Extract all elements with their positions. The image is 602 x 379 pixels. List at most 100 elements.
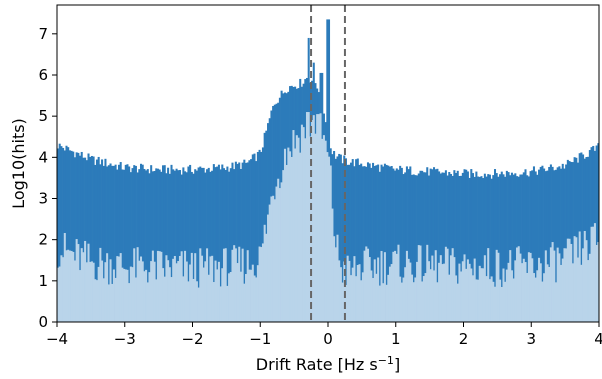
histogram-bar [587, 156, 590, 322]
histogram-bar [172, 169, 175, 322]
histogram-bar [173, 170, 176, 322]
histogram-bar [256, 265, 259, 322]
histogram-bar [336, 234, 339, 322]
histogram-bar [529, 171, 532, 322]
histogram-bar [248, 269, 251, 322]
histogram-bar [278, 188, 281, 322]
histogram-bar [419, 245, 422, 322]
x-axis-label-superscript: −1 [378, 354, 394, 367]
histogram-bar [370, 167, 373, 322]
histogram-bar [441, 264, 444, 322]
histogram-bar [549, 247, 552, 322]
x-tick-label: −2 [181, 330, 203, 348]
histogram-bar [214, 260, 217, 322]
histogram-bar [256, 151, 259, 322]
histogram-bar [361, 166, 364, 322]
histogram-bar [385, 164, 388, 322]
histogram-bar [146, 169, 149, 322]
histogram-bar [571, 162, 574, 322]
histogram-bar [355, 159, 358, 322]
histogram-bar [341, 163, 344, 322]
histogram-bar [190, 252, 193, 322]
histogram-bar [470, 268, 473, 322]
histogram-bar [104, 158, 107, 322]
histogram-bar [360, 163, 363, 322]
histogram-bar [473, 258, 476, 322]
histogram-bar [263, 224, 266, 322]
histogram-bar [468, 177, 471, 322]
histogram-bar [126, 164, 129, 322]
histogram-bar [544, 171, 547, 322]
histogram-bar [238, 246, 241, 322]
x-tick-label: −4 [46, 330, 68, 348]
histogram-bar [527, 176, 530, 322]
histogram-bar [561, 258, 564, 322]
x-tick-label: −1 [249, 330, 271, 348]
histogram-bar [234, 161, 237, 322]
histogram-bar [424, 172, 427, 322]
x-tick-label: 1 [391, 330, 401, 348]
y-axis-label: Log10(hits) [9, 118, 28, 209]
histogram-bar [229, 272, 232, 322]
histogram-bar [536, 270, 539, 322]
histogram-bar [570, 161, 573, 322]
histogram-bar [99, 164, 102, 322]
histogram-bar [468, 263, 471, 322]
histogram-bar [358, 164, 361, 322]
histogram-bar [329, 165, 332, 322]
histogram-bar [168, 173, 171, 322]
histogram-bar [505, 170, 508, 322]
reference-lines [310, 5, 346, 322]
histogram-bar [170, 277, 173, 322]
histogram-bar [192, 173, 195, 322]
histogram-bar [129, 172, 132, 322]
histogram-bar [73, 260, 76, 322]
histogram-bar [228, 171, 231, 322]
histogram-bar [195, 281, 198, 322]
histogram-bar [438, 171, 441, 322]
histogram-bar [466, 259, 469, 322]
histogram-bar [497, 176, 500, 322]
histogram-bar [239, 271, 242, 322]
histogram-bar [495, 249, 498, 322]
histogram-bar [79, 155, 82, 322]
histogram-bar [363, 166, 366, 322]
histogram-bar [90, 155, 93, 322]
histogram-bar [251, 264, 254, 322]
histogram-bar [79, 270, 82, 322]
histogram-bar [255, 161, 258, 322]
histogram-bar [202, 267, 205, 322]
histogram-bar [151, 171, 154, 322]
histogram-bar [580, 264, 583, 322]
histogram-bar [431, 255, 434, 322]
histogram-bar [556, 247, 559, 322]
histogram-bar [212, 282, 215, 322]
histogram-bar [519, 174, 522, 322]
histogram-bar [368, 163, 371, 322]
y-tick-label: 4 [38, 148, 48, 166]
histogram-bar [221, 268, 224, 322]
histogram-bar [356, 265, 359, 322]
histogram-bar [304, 138, 307, 322]
histogram-bar [195, 170, 198, 322]
histogram-bar [383, 252, 386, 322]
histogram-bar [356, 158, 359, 322]
histogram-bar [217, 261, 220, 322]
histogram-bar [477, 279, 480, 322]
histogram-bar [350, 275, 353, 322]
histogram-bar [344, 284, 347, 322]
histogram-bar [94, 164, 97, 322]
histogram-bar [251, 154, 254, 322]
histogram-bar [219, 286, 222, 322]
histogram-bar [485, 276, 488, 322]
histogram-bar [429, 168, 432, 322]
x-tick-label: −3 [114, 330, 136, 348]
histogram-bar [470, 169, 473, 322]
histogram-bar [373, 165, 376, 322]
histogram-bar [433, 167, 436, 322]
histogram-bar [455, 275, 458, 322]
histogram-bar [178, 255, 181, 322]
histogram-bar [134, 165, 137, 322]
histogram-bar [58, 143, 61, 322]
histogram-bar [139, 163, 143, 322]
